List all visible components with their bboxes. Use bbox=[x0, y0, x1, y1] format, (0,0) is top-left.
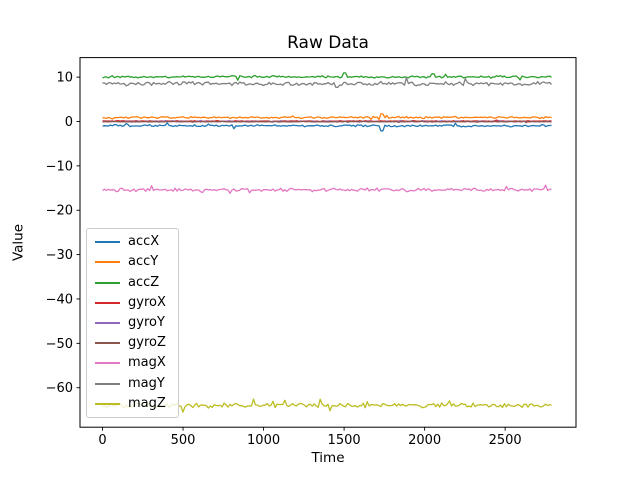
legend-row-accZ: accZ bbox=[95, 274, 178, 290]
series-line-accY bbox=[102, 113, 552, 121]
legend: accX accY accZ gyroX gyroY gyroZ magX magY magZ bbox=[86, 228, 179, 418]
legend-label: accX bbox=[128, 234, 160, 250]
legend-line-sample-magX bbox=[95, 362, 120, 365]
legend-row-magX: magX bbox=[95, 356, 178, 370]
legend-row-gyroZ: gyroZ bbox=[95, 336, 178, 350]
series-line-magX bbox=[102, 184, 552, 194]
y-tick-label: 10 bbox=[56, 71, 73, 86]
series-line-magY bbox=[102, 76, 552, 88]
y-tick-label: −40 bbox=[46, 292, 73, 307]
legend-line-sample-gyroZ bbox=[95, 342, 120, 345]
legend-row-magZ: magZ bbox=[95, 395, 178, 411]
legend-label: gyroY bbox=[128, 314, 165, 330]
x-tick-label: 2500 bbox=[489, 433, 522, 448]
legend-line-sample-magY bbox=[95, 382, 120, 385]
legend-line-sample-accX bbox=[95, 241, 120, 244]
legend-label: gyroX bbox=[128, 294, 166, 310]
legend-label: accZ bbox=[128, 274, 160, 290]
series-line-gyroZ bbox=[102, 120, 552, 124]
y-tick-label: −50 bbox=[46, 337, 73, 352]
x-tick-label: 0 bbox=[98, 433, 106, 448]
legend-row-accY: accY bbox=[95, 255, 178, 269]
x-tick-label: 1500 bbox=[328, 433, 361, 448]
x-axis-label: Time bbox=[311, 450, 345, 466]
series-line-accZ bbox=[102, 72, 552, 81]
y-tick-label: −30 bbox=[46, 248, 73, 263]
y-tick-label: −10 bbox=[46, 159, 73, 174]
legend-label: magZ bbox=[128, 395, 166, 411]
legend-line-sample-gyroX bbox=[95, 301, 120, 304]
legend-label: gyroZ bbox=[128, 335, 166, 351]
legend-line-sample-accZ bbox=[95, 281, 120, 284]
chart-title: Raw Data bbox=[287, 33, 369, 53]
x-tick-label: 500 bbox=[171, 433, 196, 448]
series-line-accX bbox=[102, 122, 552, 132]
legend-row-gyroX: gyroX bbox=[95, 294, 178, 310]
legend-label: magX bbox=[128, 355, 166, 371]
legend-row-magY: magY bbox=[95, 375, 178, 391]
y-tick-label: −60 bbox=[46, 381, 73, 396]
legend-line-sample-accY bbox=[95, 261, 120, 264]
x-tick-label: 2000 bbox=[408, 433, 441, 448]
legend-line-sample-magZ bbox=[95, 402, 120, 405]
legend-row-accX: accX bbox=[95, 235, 178, 249]
legend-row-gyroY: gyroY bbox=[95, 314, 178, 330]
legend-line-sample-gyroY bbox=[95, 321, 120, 324]
y-axis-label: Value bbox=[10, 223, 27, 262]
legend-label: accY bbox=[128, 254, 159, 270]
x-tick-label: 1000 bbox=[247, 433, 280, 448]
y-tick-label: −20 bbox=[46, 204, 73, 219]
legend-label: magY bbox=[128, 375, 165, 391]
axes-frame bbox=[79, 57, 577, 428]
y-tick-label: 0 bbox=[65, 115, 73, 130]
